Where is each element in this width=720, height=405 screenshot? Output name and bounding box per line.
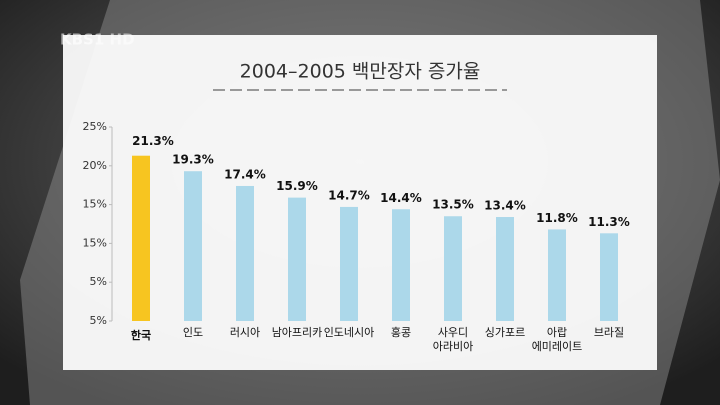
y-tick-label: 15% <box>83 198 107 211</box>
bar <box>548 229 566 321</box>
x-tick-label: 싱가포르 <box>485 326 525 339</box>
x-tick-label: 남아프리카 <box>272 326 323 339</box>
x-tick-label: 한국 <box>131 328 151 342</box>
value-label: 15.9% <box>276 179 318 193</box>
value-label: 13.5% <box>432 198 474 212</box>
y-tick-label: 25% <box>83 120 107 133</box>
bar <box>236 185 254 321</box>
bar <box>392 209 410 321</box>
x-tick-label: 러시아 <box>230 326 260 339</box>
value-label: 21.3% <box>132 134 174 148</box>
value-label: 13.4% <box>484 199 526 213</box>
bar <box>600 233 618 321</box>
y-tick-label: 15% <box>83 236 107 249</box>
chart-title: 2004–2005 백만장자 증가율 <box>240 61 481 83</box>
value-label: 11.3% <box>588 215 630 229</box>
x-tick-label: 브라질 <box>594 326 624 339</box>
x-tick-label: 아랍 <box>547 326 567 339</box>
value-label: 14.4% <box>380 191 422 205</box>
x-tick-label: 에미레이트 <box>532 340 583 353</box>
bar <box>288 197 306 321</box>
bar <box>444 216 462 321</box>
value-label: 17.4% <box>224 167 266 181</box>
x-tick-label: 홍콩 <box>391 325 411 339</box>
bar <box>496 217 514 321</box>
value-label: 11.8% <box>536 211 578 225</box>
x-tick-label: 인도 <box>183 326 203 339</box>
value-label: 14.7% <box>328 188 370 202</box>
chart-panel <box>63 35 657 370</box>
y-tick-label: 5% <box>90 314 107 327</box>
bar <box>340 206 358 321</box>
x-tick-label: 인도네시아 <box>324 326 375 339</box>
bar <box>132 155 150 321</box>
value-label: 19.3% <box>172 153 214 167</box>
x-tick-label: 아라비아 <box>433 340 473 353</box>
y-tick-label: 5% <box>90 275 107 288</box>
y-tick-label: 20% <box>83 159 107 172</box>
x-tick-label: 사우디 <box>438 326 468 339</box>
bar <box>184 171 202 321</box>
